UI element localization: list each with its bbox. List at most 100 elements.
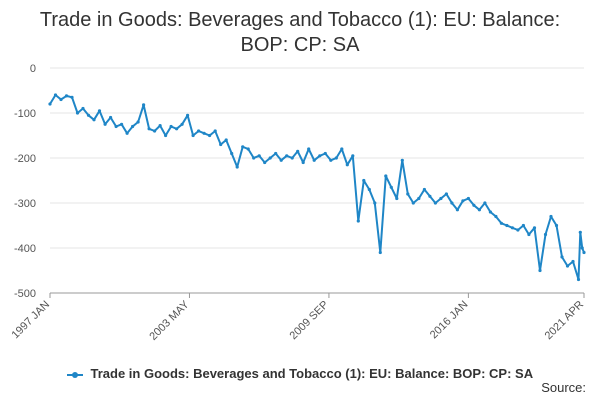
data-point[interactable]: [417, 196, 421, 201]
data-point[interactable]: [208, 133, 212, 138]
data-point[interactable]: [252, 156, 256, 160]
data-point[interactable]: [125, 131, 129, 135]
data-point[interactable]: [147, 127, 151, 131]
data-point[interactable]: [532, 226, 537, 230]
data-point[interactable]: [345, 163, 349, 167]
data-point[interactable]: [158, 124, 162, 128]
data-point[interactable]: [422, 187, 426, 192]
data-point[interactable]: [186, 113, 190, 117]
data-point[interactable]: [367, 187, 371, 192]
data-point[interactable]: [554, 223, 559, 228]
data-point[interactable]: [466, 196, 470, 201]
data-point[interactable]: [274, 151, 278, 156]
data-point[interactable]: [169, 124, 173, 129]
data-point[interactable]: [334, 156, 338, 160]
data-point[interactable]: [351, 154, 355, 158]
data-point[interactable]: [549, 214, 553, 219]
data-point[interactable]: [213, 129, 217, 133]
data-point[interactable]: [296, 149, 300, 153]
data-point[interactable]: [268, 156, 272, 160]
data-point[interactable]: [230, 151, 234, 156]
data-point[interactable]: [582, 250, 586, 255]
data-point[interactable]: [180, 122, 184, 126]
data-point[interactable]: [494, 214, 498, 219]
data-point[interactable]: [527, 232, 531, 237]
data-point[interactable]: [197, 129, 201, 133]
data-point[interactable]: [92, 118, 96, 122]
data-point[interactable]: [510, 226, 514, 230]
data-point[interactable]: [257, 154, 261, 158]
data-point[interactable]: [136, 120, 140, 124]
data-point[interactable]: [356, 219, 360, 223]
data-point[interactable]: [483, 201, 487, 205]
data-point[interactable]: [70, 95, 74, 99]
data-point[interactable]: [384, 174, 388, 178]
data-point[interactable]: [472, 203, 476, 207]
data-point[interactable]: [53, 93, 58, 97]
data-point[interactable]: [323, 151, 327, 156]
data-point[interactable]: [538, 268, 542, 273]
series-line[interactable]: [49, 94, 585, 281]
data-point[interactable]: [406, 192, 410, 196]
legend[interactable]: Trade in Goods: Beverages and Tobacco (1…: [0, 366, 600, 381]
data-point[interactable]: [175, 127, 179, 131]
data-point[interactable]: [246, 147, 250, 151]
data-point[interactable]: [153, 129, 157, 133]
data-point[interactable]: [75, 111, 80, 115]
data-point[interactable]: [120, 122, 124, 126]
data-point[interactable]: [329, 158, 333, 162]
data-point[interactable]: [312, 158, 316, 162]
data-point[interactable]: [290, 156, 294, 160]
data-point[interactable]: [114, 124, 118, 129]
data-point[interactable]: [59, 97, 63, 102]
data-point[interactable]: [389, 185, 393, 189]
data-point[interactable]: [580, 246, 584, 250]
data-point[interactable]: [428, 194, 432, 198]
data-point[interactable]: [235, 165, 239, 169]
data-point[interactable]: [81, 106, 85, 111]
data-point[interactable]: [488, 210, 492, 214]
data-point[interactable]: [219, 142, 223, 147]
data-point[interactable]: [202, 131, 206, 135]
data-point[interactable]: [461, 199, 465, 203]
data-point[interactable]: [450, 201, 454, 205]
data-point[interactable]: [109, 115, 113, 120]
data-point[interactable]: [86, 113, 91, 117]
data-point[interactable]: [571, 259, 575, 264]
data-point[interactable]: [307, 147, 311, 151]
data-point[interactable]: [395, 196, 399, 201]
data-point[interactable]: [263, 160, 267, 165]
data-point[interactable]: [521, 223, 526, 228]
data-point[interactable]: [477, 208, 481, 212]
data-point[interactable]: [411, 201, 415, 205]
data-point[interactable]: [378, 250, 382, 255]
data-point[interactable]: [103, 122, 107, 126]
data-point[interactable]: [578, 230, 582, 234]
data-point[interactable]: [576, 277, 581, 282]
data-point[interactable]: [505, 223, 509, 228]
data-point[interactable]: [439, 196, 443, 201]
data-point[interactable]: [164, 133, 168, 138]
data-point[interactable]: [433, 201, 437, 205]
data-point[interactable]: [565, 264, 570, 268]
data-point[interactable]: [516, 228, 520, 232]
data-point[interactable]: [279, 158, 283, 162]
data-point[interactable]: [241, 145, 245, 149]
data-point[interactable]: [318, 154, 322, 158]
data-point[interactable]: [301, 160, 305, 165]
data-point[interactable]: [97, 109, 102, 113]
data-point[interactable]: [142, 103, 146, 107]
data-point[interactable]: [131, 124, 135, 129]
data-point[interactable]: [340, 147, 344, 151]
data-point[interactable]: [373, 201, 377, 205]
data-point[interactable]: [444, 192, 448, 196]
data-point[interactable]: [400, 158, 404, 162]
data-point[interactable]: [560, 255, 564, 259]
data-point[interactable]: [64, 94, 69, 98]
data-point[interactable]: [455, 208, 459, 212]
data-point[interactable]: [362, 178, 366, 183]
data-point[interactable]: [224, 138, 228, 142]
data-point[interactable]: [285, 154, 289, 158]
data-point[interactable]: [48, 102, 52, 106]
data-point[interactable]: [191, 133, 195, 138]
